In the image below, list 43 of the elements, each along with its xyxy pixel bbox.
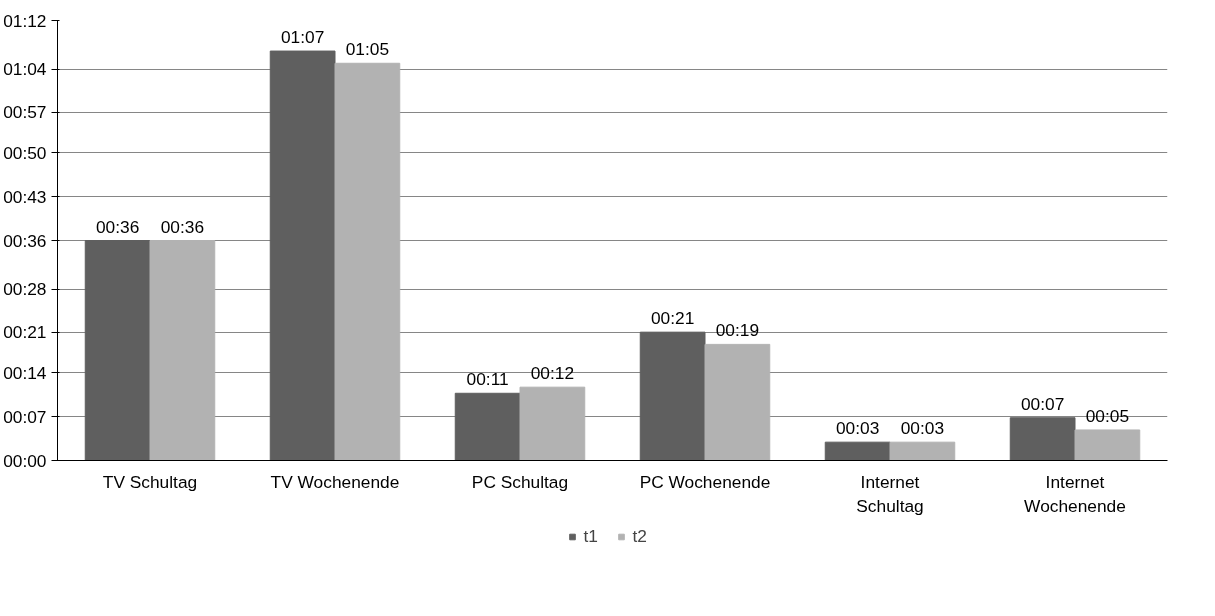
y-tick-label: 01:04 [3,59,47,80]
bar [454,392,521,461]
x-tick-label: TV Wochenende [270,471,400,492]
bar [149,240,216,461]
x-tick-label: Internet Schultag [856,471,924,516]
data-label: 00:19 [715,320,760,341]
x-tick-label: TV Schultag [102,471,198,492]
x-tick-label: Internet Wochenende [1024,471,1126,516]
x-tick-label: PC Schultag [471,471,569,492]
y-tick-label: 00:36 [3,230,47,251]
data-label: 00:07 [1020,393,1065,414]
bar [704,343,771,461]
y-tick-label: 00:07 [3,406,47,427]
data-label: 00:11 [466,369,509,390]
legend-label: t2 [632,525,648,547]
data-label: 00:03 [900,418,945,439]
y-tick-label: 01:12 [3,10,47,31]
y-tick-label: 00:00 [3,450,47,471]
bar [84,240,151,461]
data-label: 00:21 [650,308,695,329]
data-label: 00:12 [530,363,575,384]
data-label: 00:05 [1085,405,1130,426]
y-tick-label: 00:14 [3,362,47,383]
bar [889,441,956,461]
bar [824,441,891,461]
bar [519,386,586,461]
data-label: 01:05 [345,39,390,60]
data-label: 00:36 [160,216,205,237]
bar [1074,429,1141,461]
data-label: 00:03 [835,418,880,439]
data-label: 00:36 [95,216,140,237]
bar [269,50,336,461]
y-tick-label: 00:43 [3,186,47,207]
bar [334,62,401,461]
y-tick-label: 00:50 [3,142,47,163]
legend-label: t1 [583,525,599,547]
data-label: 01:07 [280,27,325,48]
y-tick-label: 00:28 [3,279,47,300]
bar [639,331,706,461]
y-tick-label: 00:57 [3,102,47,123]
bar [1009,417,1076,461]
y-tick-label: 00:21 [3,322,47,343]
x-tick-label: PC Wochenende [639,471,771,492]
